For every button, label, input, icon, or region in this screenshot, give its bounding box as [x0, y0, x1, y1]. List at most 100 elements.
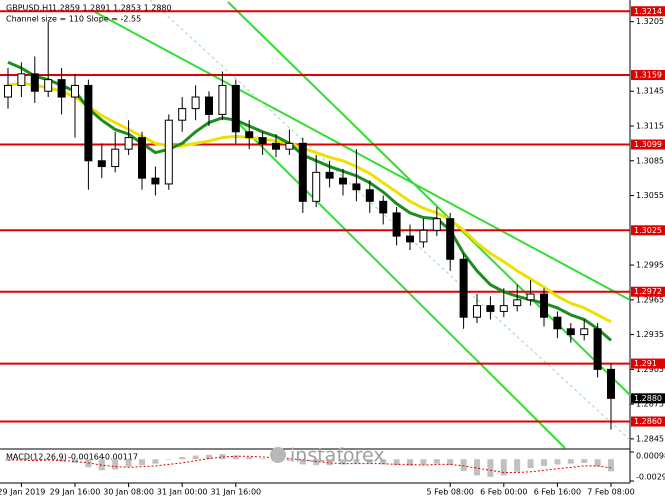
macd-bar — [393, 459, 400, 466]
x-tick-label: 31 Jan 16:00 — [210, 488, 261, 497]
watermark: instaforex — [270, 445, 385, 467]
macd-bar — [299, 459, 306, 465]
macd-bar — [72, 459, 78, 463]
macd-bar — [313, 459, 320, 466]
candle-body — [325, 171, 334, 179]
macd-bar — [527, 459, 534, 469]
candle-body — [111, 148, 120, 168]
watermark-text: instaforex — [290, 445, 385, 467]
level-label-box — [631, 286, 665, 297]
candle-body — [593, 328, 602, 370]
candle-body — [459, 258, 468, 318]
candle-body — [607, 368, 615, 399]
macd-bar — [326, 459, 333, 466]
candle-body — [71, 84, 79, 98]
channel-line — [227, 1, 631, 396]
macd-bar — [165, 459, 172, 460]
channel-info: Channel size = 110 Slope = -2.55 — [6, 15, 141, 24]
level-label-box — [631, 70, 665, 81]
macd-signal — [8, 455, 612, 474]
macd-bar — [179, 457, 186, 460]
y-tick-label: 1.2845 — [636, 434, 664, 443]
candle-body — [151, 177, 160, 185]
level-label: 1.291 — [634, 359, 657, 368]
candle-body — [298, 142, 307, 202]
y-tick-label: 1.3205 — [636, 17, 664, 26]
candle-body — [379, 200, 388, 214]
candle-body — [499, 305, 508, 312]
macd-bar — [447, 459, 454, 466]
macd-bar — [192, 455, 199, 460]
candle-body — [245, 131, 254, 139]
y-tick-label: 1.2905 — [636, 365, 664, 374]
macd-bar — [500, 459, 507, 476]
x-tick-label: 31 Jan 00:00 — [157, 488, 208, 497]
y-tick-label: 1.2935 — [636, 330, 664, 339]
y-tick-label: 1.3115 — [636, 121, 664, 130]
y-tick-label: 1.2965 — [636, 295, 664, 304]
candle-body — [446, 218, 455, 260]
candle-body — [30, 73, 39, 92]
current-price-box — [631, 393, 665, 404]
candle-body — [513, 299, 522, 307]
candle-body — [4, 84, 12, 98]
y-tick-label: 1.2995 — [636, 261, 664, 270]
macd-bar — [232, 455, 239, 460]
macd-bar — [259, 458, 266, 460]
candle-body — [473, 305, 481, 318]
candle-body — [566, 328, 575, 336]
x-tick-label: 29 Jan 2019 — [0, 488, 45, 497]
candle-body — [406, 235, 414, 243]
macd-bar — [98, 459, 105, 471]
level-label: 1.3159 — [634, 71, 662, 80]
level-label: 1.3025 — [634, 226, 662, 235]
candle-body — [540, 293, 548, 318]
candle-body — [44, 79, 53, 92]
candle-body — [191, 96, 200, 110]
candle-body — [97, 160, 106, 168]
candle-body — [205, 96, 213, 115]
watermark-logo — [270, 447, 286, 463]
moving-average — [7, 81, 612, 324]
y-tick-label: 1.3055 — [636, 191, 664, 200]
x-tick-label: 6 Feb 00:00 — [480, 488, 527, 497]
candle-body — [365, 189, 374, 202]
channel-midline — [149, 0, 631, 441]
macd-y-tick-label: 0.00098 — [636, 452, 665, 461]
macd-bar — [206, 454, 212, 460]
candle-body — [178, 108, 187, 121]
level-label-box — [631, 416, 665, 427]
current-price-label: 1.2880 — [634, 394, 662, 403]
candle-body — [580, 328, 589, 336]
macd-bar — [594, 459, 601, 467]
macd-bar — [581, 459, 588, 463]
macd-bar — [112, 459, 119, 470]
level-label-box — [631, 139, 665, 150]
candle-body — [258, 137, 267, 144]
macd-bar — [286, 459, 293, 461]
macd-bar — [420, 459, 427, 466]
macd-bar — [407, 459, 413, 466]
macd-bar — [433, 459, 440, 464]
candle-body — [138, 137, 146, 179]
candle-body — [164, 119, 173, 185]
macd-bar — [246, 457, 253, 460]
level-label: 1.3214 — [634, 7, 662, 16]
y-tick-label: 1.3145 — [636, 87, 664, 96]
macd-bar — [554, 459, 561, 465]
macd-bar — [474, 459, 480, 476]
channel — [94, 0, 631, 449]
x-tick-label: 29 Jan 16:00 — [50, 488, 101, 497]
macd-bar — [31, 459, 38, 461]
macd-bar — [125, 459, 132, 467]
y-tick-label: 1.2875 — [636, 400, 664, 409]
candle-body — [312, 171, 321, 202]
candle-body — [272, 142, 280, 150]
macd-title: MACD(12,26,9) — [6, 453, 67, 462]
y-tick-label: 1.3085 — [636, 156, 664, 165]
x-tick-label: 6 Feb 16:00 — [534, 488, 581, 497]
channel-line — [234, 119, 566, 449]
macd-bar — [380, 459, 387, 465]
macd-value: -0.00164 — [68, 453, 104, 462]
